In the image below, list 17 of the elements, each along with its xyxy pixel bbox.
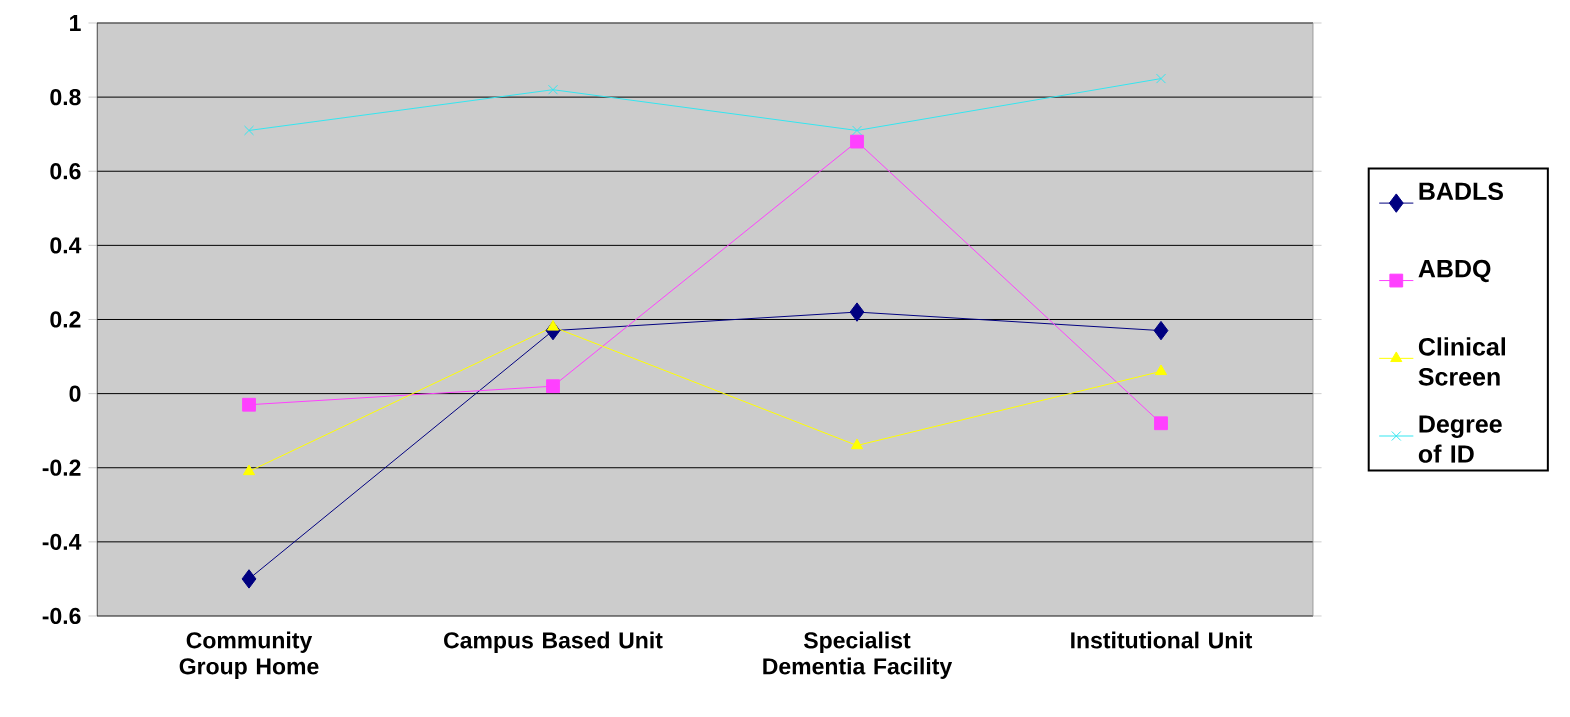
legend-label: Degree of ID [1418,415,1502,463]
x-tick-label: Specialist Dementia Facility [763,631,953,680]
y-tick-label: 0.4 [50,237,82,254]
legend-label: ABDQ [1418,259,1491,283]
y-tick-label: 0.2 [50,311,81,328]
y-tick-label: -0.4 [42,533,82,550]
y-tick-label: -0.2 [42,459,81,476]
y-tick-label: 1 [70,15,81,31]
x-tick-label: Campus Based Unit [444,631,663,654]
x-tick-label: Community Group Home [179,631,319,680]
y-tick-label: -0.6 [42,607,81,625]
y-tick-label: 0.6 [50,163,81,180]
x-tick-label: Institutional Unit [1071,631,1253,649]
legend-label: BADLS [1419,182,1503,201]
legend-label: Clinical Screen [1418,337,1505,386]
y-tick-label: 0.8 [50,88,81,106]
y-tick-label: 0 [69,385,81,402]
